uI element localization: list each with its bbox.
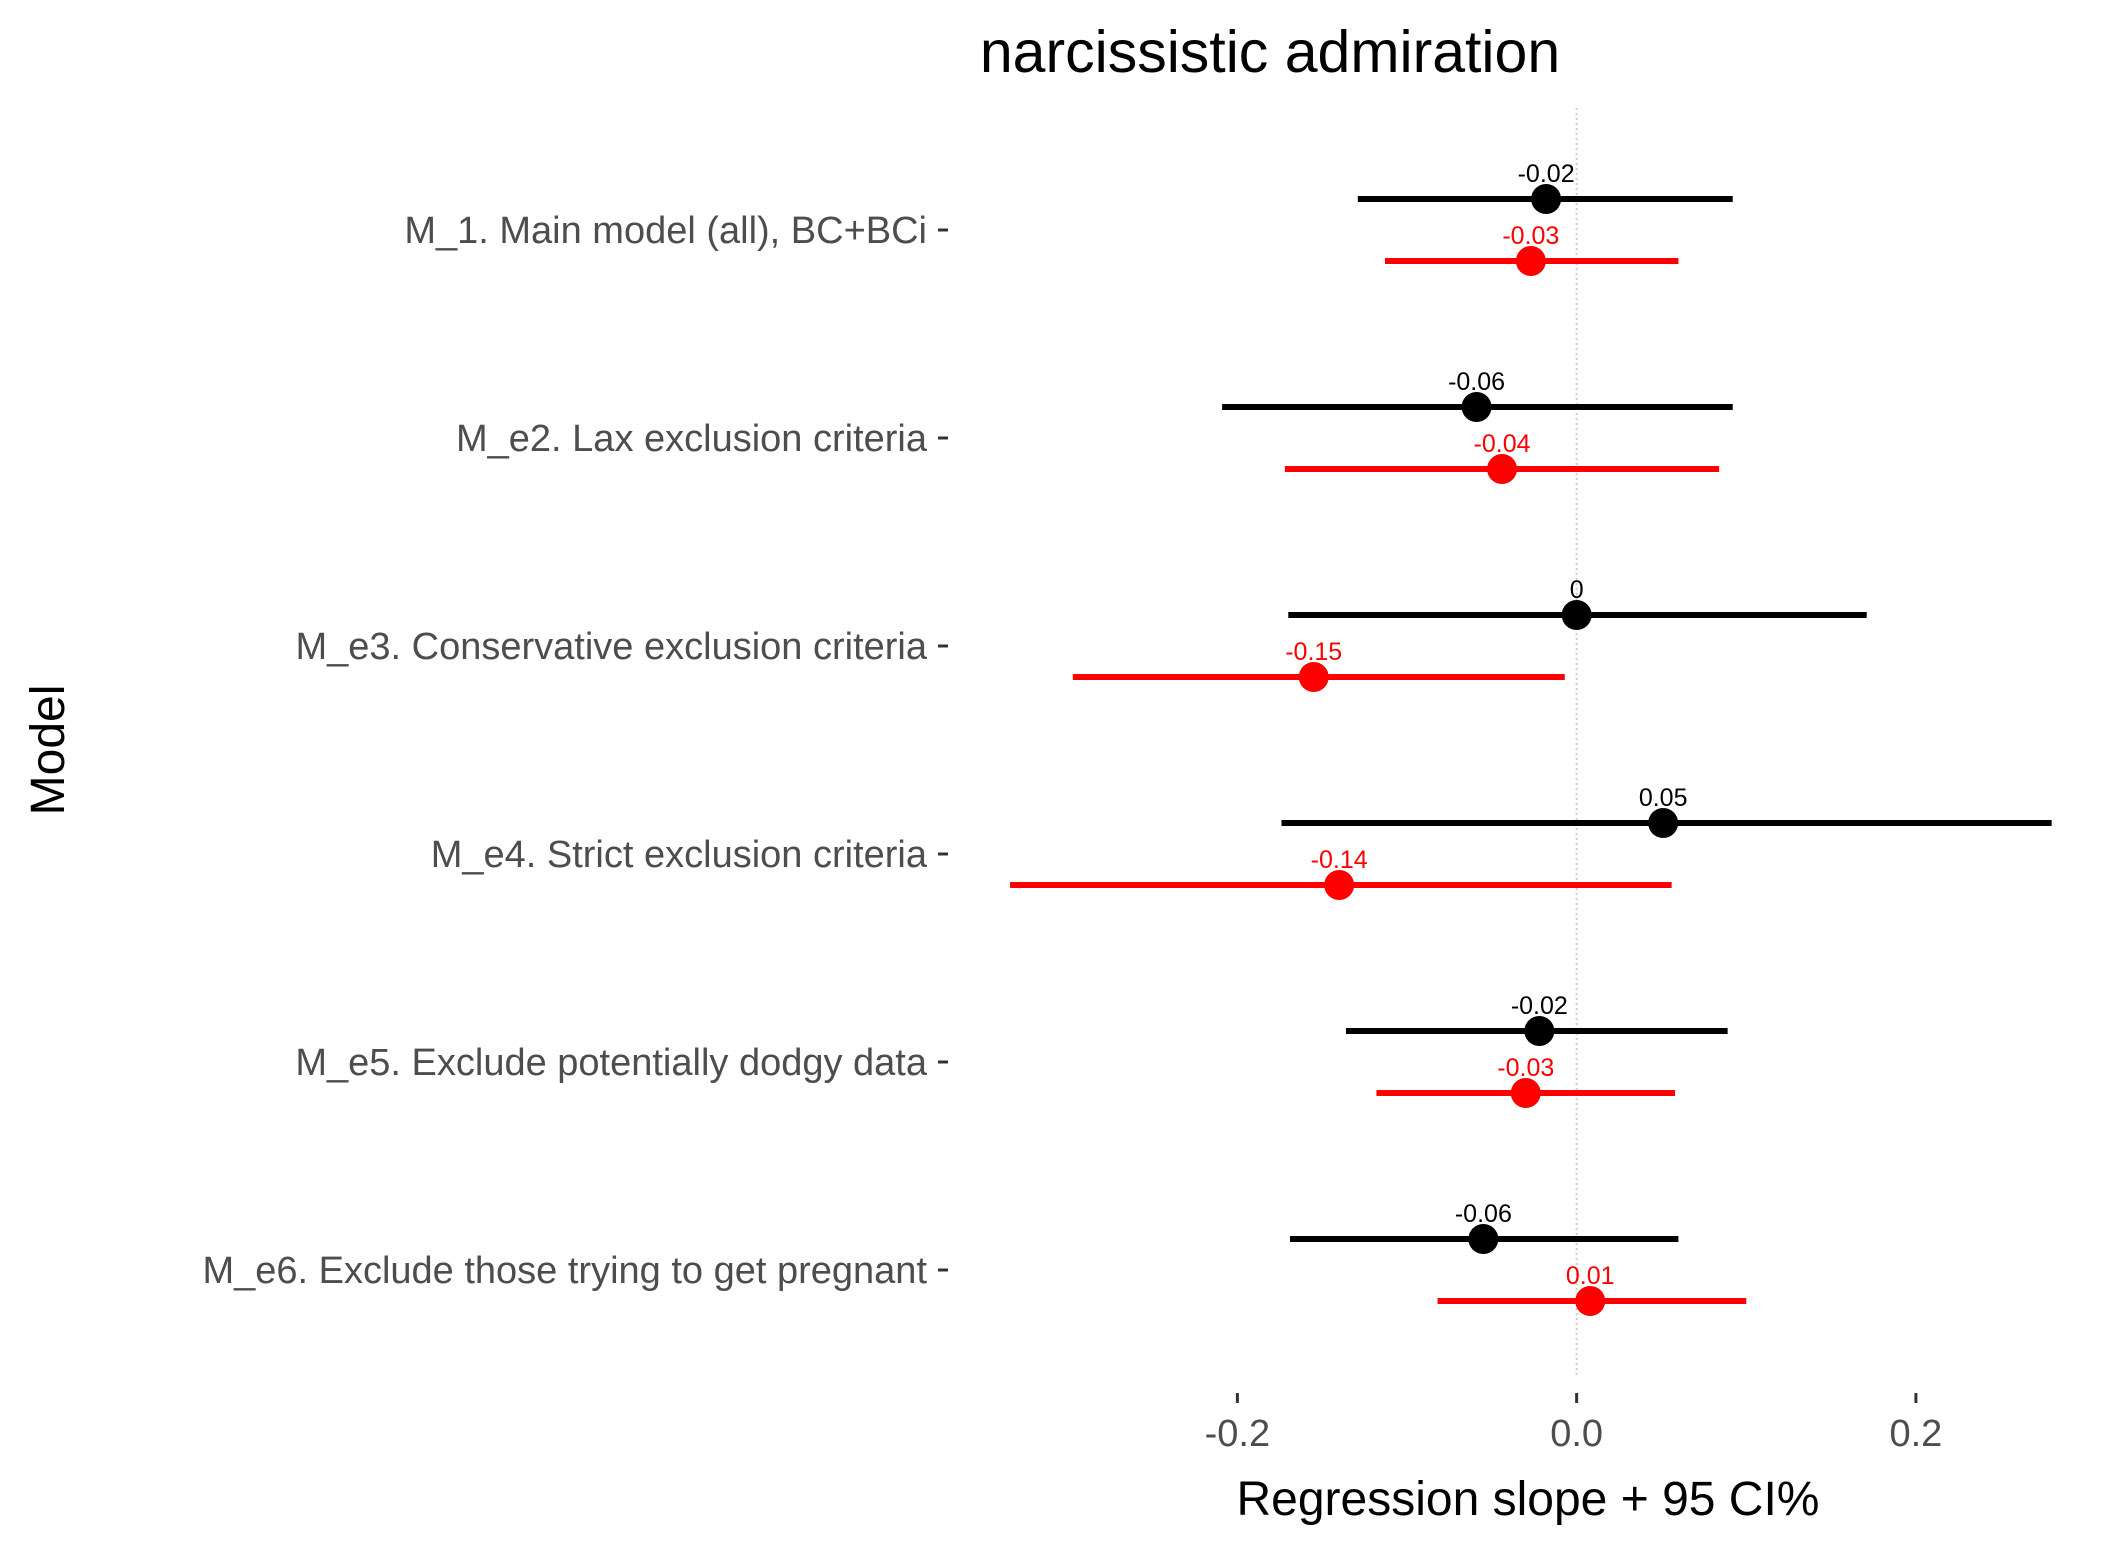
y-axis: M_1. Main model (all), BC+BCi M_e2. Lax e… [202, 210, 948, 1292]
estimate-point [1524, 1016, 1555, 1046]
estimate-point [1324, 870, 1355, 900]
estimate-point [1510, 1078, 1541, 1108]
y-tick-label: M_e4. Strict exclusion criteria [431, 834, 928, 876]
data-label: -0.03 [1497, 1054, 1554, 1082]
data-label: -0.04 [1474, 430, 1531, 458]
estimate-point [1648, 808, 1679, 838]
y-tick-label: M_e2. Lax exclusion criteria [456, 418, 928, 460]
y-tick-label: M_e6. Exclude those trying to get pregna… [202, 1250, 927, 1292]
data-label: 0.05 [1639, 784, 1688, 812]
x-tick-label: -0.2 [1205, 1413, 1270, 1455]
data-label: -0.14 [1311, 846, 1368, 874]
y-tick-label: M_e3. Conservative exclusion criteria [296, 626, 928, 668]
series-0: -0.02 -0.06 0 0.05 -0.02 -0.06 [1222, 160, 2052, 1254]
y-tick-label: M_1. Main model (all), BC+BCi [404, 210, 927, 252]
x-axis: -0.2 0.0 0.2 [1205, 1393, 1942, 1455]
estimate-point [1487, 454, 1518, 484]
x-tick-label: 0.2 [1889, 1413, 1942, 1455]
data-label: -0.15 [1285, 638, 1342, 666]
series-1: -0.03 -0.04 -0.15 -0.14 -0.03 0.01 [1010, 222, 1747, 1316]
estimate-point [1561, 600, 1592, 630]
x-axis-title: Regression slope + 95 CI% [1237, 1473, 1820, 1526]
chart-title: narcissistic admiration [980, 19, 1560, 85]
data-label: 0.01 [1566, 1262, 1615, 1290]
data-label: -0.02 [1518, 160, 1575, 188]
estimate-point [1298, 662, 1329, 692]
data-label: -0.06 [1455, 1200, 1512, 1228]
data-label: 0 [1570, 576, 1584, 604]
data-label: -0.03 [1502, 222, 1559, 250]
data-label: -0.06 [1448, 368, 1505, 396]
data-label: -0.02 [1511, 992, 1568, 1020]
plot-marks: -0.02 -0.06 0 0.05 -0.02 -0.06 -0.03 -0.04 -0.15… [1010, 160, 2052, 1316]
x-tick-label: 0.0 [1550, 1413, 1603, 1455]
estimate-point [1515, 246, 1546, 276]
estimate-point [1575, 1286, 1606, 1316]
estimate-point [1468, 1224, 1499, 1254]
y-tick-label: M_e5. Exclude potentially dodgy data [295, 1042, 928, 1084]
estimate-point [1531, 184, 1562, 214]
estimate-point [1461, 392, 1492, 422]
y-axis-title: Model [22, 685, 75, 816]
